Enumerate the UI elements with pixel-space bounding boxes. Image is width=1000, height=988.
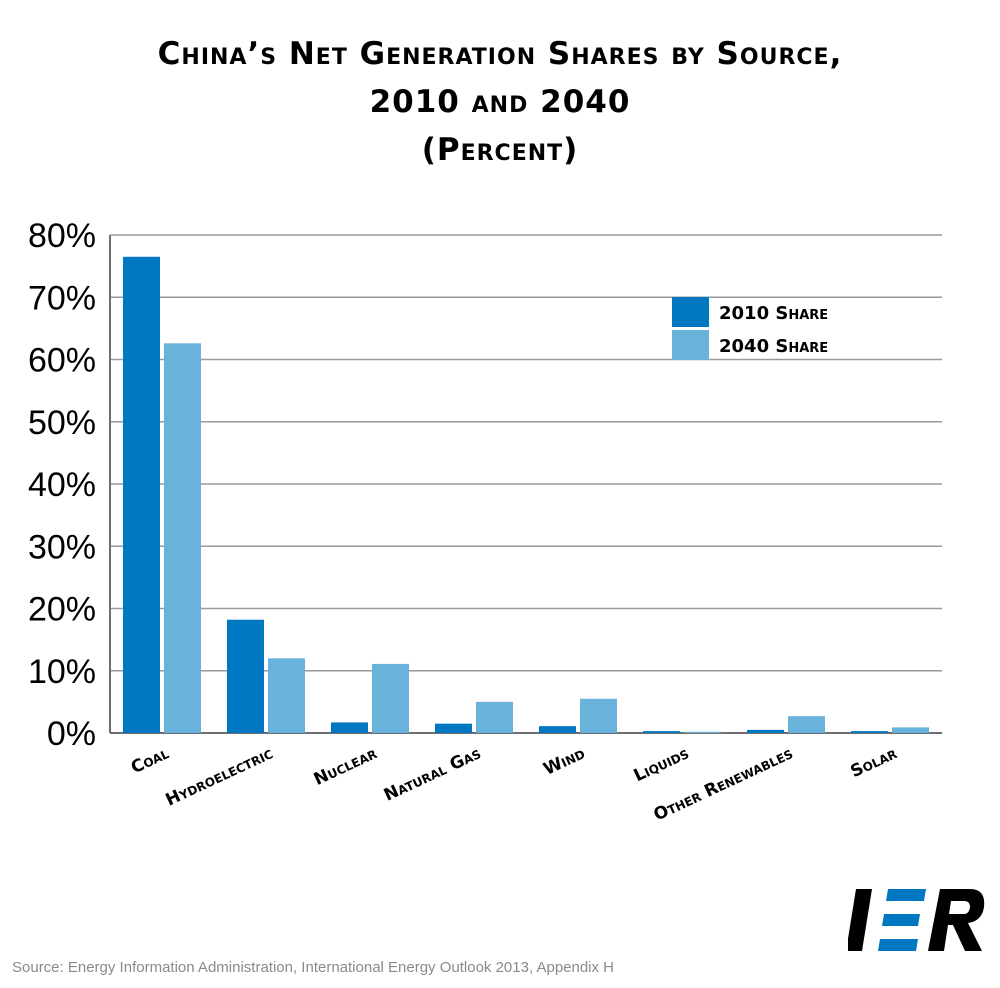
title-line-1: China’s Net Generation Shares by Source,: [157, 36, 843, 72]
y-tick-label: 0%: [47, 715, 96, 753]
source-note: Source: Energy Information Administratio…: [12, 959, 615, 976]
x-tick-label: Hydroelectric: [163, 743, 277, 810]
x-tick-label: Coal: [128, 743, 172, 778]
title-line-2: 2010 and 2040: [369, 84, 631, 120]
bar: [164, 343, 201, 733]
x-tick-label: Natural Gas: [381, 743, 484, 805]
bar: [372, 663, 409, 733]
bar: [435, 723, 472, 733]
legend-label: 2040 Share: [719, 336, 828, 357]
legend-swatch: [672, 330, 709, 360]
legend-swatch: [672, 297, 709, 327]
y-tick-label: 40%: [28, 466, 96, 504]
bar: [268, 658, 305, 733]
bar: [476, 701, 513, 733]
x-tick-label: Nuclear: [311, 743, 380, 790]
bar: [684, 731, 721, 733]
y-tick-label: 60%: [28, 342, 96, 380]
bar: [851, 731, 888, 733]
bar: [892, 727, 929, 733]
y-tick-label: 80%: [28, 217, 96, 255]
x-tick-label: Liquids: [631, 743, 692, 786]
bar-chart: 0% 10% 20% 30% 40% 50% 60% 70% 80% CoalHydroelect…: [28, 217, 942, 825]
bar: [331, 722, 368, 733]
bar: [747, 729, 784, 733]
y-tick-label: 30%: [28, 528, 96, 566]
title-line-3: (Percent): [421, 132, 579, 168]
bar: [539, 726, 576, 733]
y-tick-label: 70%: [28, 279, 96, 317]
bar: [227, 619, 264, 733]
chart-title: China’s Net Generation Shares by Source,…: [0, 30, 1000, 174]
y-tick-label: 20%: [28, 591, 96, 629]
y-tick-label: 10%: [28, 653, 96, 691]
ier-logo: [848, 889, 985, 951]
x-tick-label: Wind: [540, 743, 588, 779]
bar: [123, 256, 160, 733]
y-tick-label: 50%: [28, 404, 96, 442]
bar: [643, 731, 680, 733]
bar: [580, 698, 617, 733]
legend-label: 2010 Share: [719, 303, 828, 324]
x-tick-label: Solar: [848, 743, 901, 782]
bar: [788, 716, 825, 733]
